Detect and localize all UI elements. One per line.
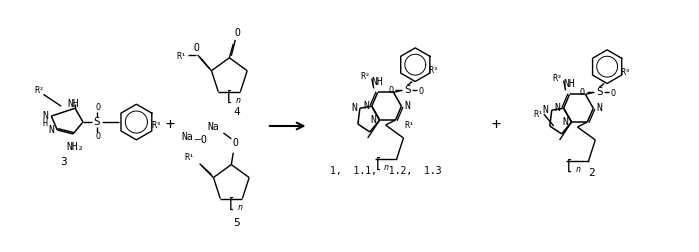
Text: 5: 5 — [233, 218, 240, 228]
Text: n: n — [576, 165, 581, 174]
Text: 4: 4 — [234, 107, 240, 117]
Text: O: O — [232, 138, 238, 148]
Text: +: + — [166, 116, 175, 132]
Text: Na: Na — [208, 122, 219, 132]
Text: N: N — [563, 117, 568, 127]
Text: NH: NH — [67, 99, 79, 109]
Text: [: [ — [565, 159, 574, 173]
Text: R¹: R¹ — [177, 52, 187, 61]
Text: N: N — [351, 103, 357, 113]
Text: N: N — [363, 101, 369, 111]
Text: N: N — [370, 115, 377, 125]
Text: H: H — [43, 118, 48, 128]
Text: 3: 3 — [60, 156, 66, 167]
Text: R²: R² — [34, 86, 45, 95]
Text: R³: R³ — [620, 68, 630, 77]
Text: n: n — [236, 96, 240, 105]
Text: NH: NH — [563, 79, 575, 89]
Text: O: O — [610, 89, 616, 98]
Text: 2: 2 — [588, 169, 595, 178]
Text: R³: R³ — [428, 66, 438, 75]
Text: O: O — [194, 43, 200, 53]
Text: N: N — [543, 105, 549, 115]
Text: [: [ — [225, 90, 233, 104]
Text: NH₂: NH₂ — [66, 142, 84, 152]
Text: S: S — [404, 85, 411, 96]
Text: S: S — [94, 117, 100, 127]
Text: –: – — [195, 134, 201, 144]
Text: O: O — [580, 88, 585, 97]
Text: S: S — [596, 87, 603, 97]
Text: Na: Na — [181, 132, 193, 142]
Text: R¹: R¹ — [404, 121, 415, 131]
Text: O: O — [234, 28, 240, 38]
Text: +: + — [492, 116, 501, 132]
Text: R³: R³ — [151, 121, 161, 131]
Text: O: O — [95, 132, 100, 141]
Text: [: [ — [373, 156, 382, 171]
Text: O: O — [419, 87, 424, 96]
Text: R¹: R¹ — [533, 110, 543, 119]
Text: 1,  1.1,  1.2,  1.3: 1, 1.1, 1.2, 1.3 — [330, 167, 441, 176]
Text: N: N — [405, 101, 410, 111]
Text: N: N — [48, 125, 55, 135]
Text: O: O — [388, 86, 393, 95]
Text: R²: R² — [553, 74, 563, 83]
Text: R²: R² — [361, 72, 370, 81]
Text: [: [ — [227, 197, 236, 211]
Text: n: n — [238, 203, 243, 212]
Text: O: O — [201, 135, 207, 145]
Text: N: N — [555, 103, 561, 113]
Text: NH: NH — [372, 77, 384, 87]
Text: N: N — [43, 111, 48, 121]
Text: n: n — [384, 163, 389, 172]
Text: N: N — [596, 103, 602, 113]
Text: O: O — [95, 103, 100, 112]
Text: R¹: R¹ — [185, 153, 195, 162]
